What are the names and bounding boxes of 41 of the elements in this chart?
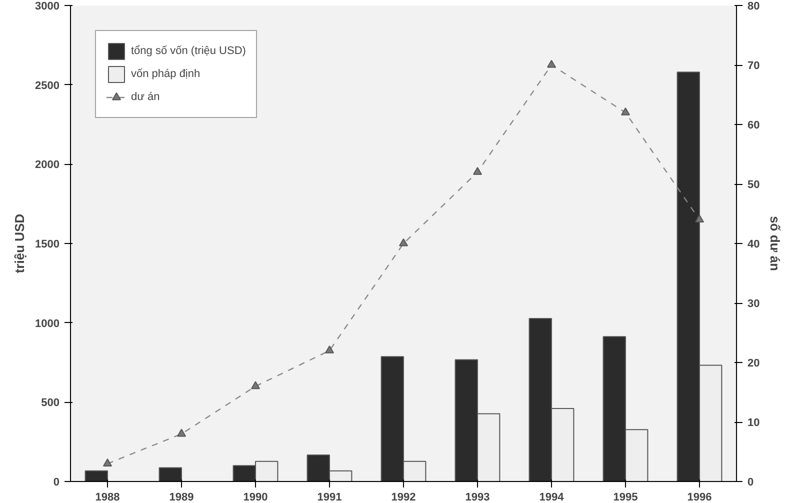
point (473, 166, 482, 175)
y2-tick-label: 60 (748, 120, 760, 132)
legend-label: dư án (131, 91, 160, 103)
x-tick-label: 1992 (391, 492, 416, 503)
point (621, 107, 630, 116)
x-tick-label: 1988 (95, 492, 120, 503)
legend-label: vốn pháp định (131, 68, 200, 80)
y2-axis-title: số dư án (768, 216, 783, 272)
x-tick-label: 1996 (687, 492, 712, 503)
y-axis-title: triệu USD (12, 214, 28, 274)
x-tick-label: 1994 (539, 492, 565, 503)
x-tick-label: 1991 (317, 492, 342, 503)
x-tick-label: 1990 (243, 492, 268, 503)
y-tick-label: 500 (41, 397, 60, 410)
x-tick-label: 1989 (169, 492, 194, 503)
point (251, 381, 260, 390)
point (103, 458, 112, 466)
y2-tick-label: 70 (748, 60, 760, 72)
point (325, 345, 334, 354)
x-tick-label: 1995 (613, 492, 638, 503)
y2-tick-label: 0 (748, 476, 754, 488)
y-tick-label: 1500 (35, 238, 60, 250)
y-tick-label: 0 (53, 476, 60, 488)
y-tick-label: 2000 (35, 159, 60, 172)
y-tick-label: 3000 (35, 0, 60, 12)
point (177, 428, 186, 437)
bar (158, 467, 182, 482)
y2-tick-label: 40 (748, 238, 760, 250)
y2-tick-label: 50 (748, 179, 760, 191)
point (695, 214, 704, 223)
y2-tick-label: 10 (748, 417, 760, 429)
y2-tick-label: 80 (748, 0, 760, 12)
x-tick-label: 1993 (465, 492, 490, 503)
y-tick-label: 1000 (35, 318, 60, 330)
y2-tick-label: 20 (748, 358, 760, 370)
bar (84, 470, 108, 482)
y2-tick-label: 30 (748, 298, 760, 310)
y-tick-label: 2500 (35, 80, 60, 92)
point (399, 238, 408, 246)
legend-label: tổng số vốn (triệu USD) (131, 45, 246, 57)
point (547, 60, 556, 68)
